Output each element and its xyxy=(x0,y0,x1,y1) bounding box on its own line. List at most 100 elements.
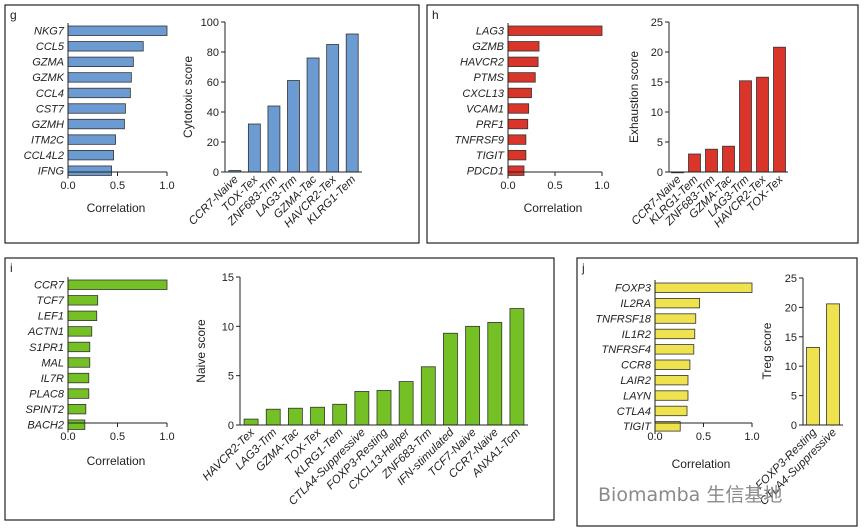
gene-label-g-ccl4: CCL4 xyxy=(36,88,64,100)
score-bar-i-gzma-tac xyxy=(287,407,303,426)
score-axis-title-i: Naive score xyxy=(194,319,208,383)
score-tick-label-j-1: 5 xyxy=(791,391,797,403)
panel-frame-g xyxy=(4,4,420,244)
gene-label-i-bach2: BACH2 xyxy=(27,420,64,432)
gene-label-h-havcr2: HAVCR2 xyxy=(460,57,504,69)
gene-label-h-pdcd1: PDCD1 xyxy=(467,166,504,178)
gene-label-j-il2ra: IL2RA xyxy=(620,298,651,310)
corr-bar-h-cxcl13 xyxy=(507,87,532,99)
panel-letter-j: j xyxy=(581,261,585,275)
corr-bar-j-il1r2 xyxy=(654,328,696,340)
gene-label-i-mal: MAL xyxy=(41,357,64,369)
corr-tick-label-h-2: 1.0 xyxy=(594,180,609,192)
score-tick-label-i-2: 10 xyxy=(222,321,234,333)
corr-axis-title-j: Correlation xyxy=(672,457,731,471)
corr-bar-j-tnfrsf18 xyxy=(654,313,697,324)
score-bar-i-tox-tex xyxy=(310,406,325,426)
gene-label-i-spint2: SPINT2 xyxy=(25,404,64,416)
score-tick-label-h-0: 0 xyxy=(657,167,663,179)
score-bar-h-lag3-trm xyxy=(739,80,752,173)
score-axis-title-h: Exhaustion score xyxy=(627,51,641,143)
corr-bar-j-il2ra xyxy=(654,297,701,309)
score-tick-label-g-2: 40 xyxy=(207,107,219,119)
score-tick-label-g-5: 100 xyxy=(201,17,219,29)
corr-bar-i-s1pr1 xyxy=(67,341,91,353)
score-bar-g-tox-tex xyxy=(247,123,261,173)
score-bar-i-tcf7-naive xyxy=(465,325,481,426)
score-bar-g-lag3-trm xyxy=(287,80,300,173)
gene-label-h-ptms: PTMS xyxy=(473,72,504,84)
corr-axis-title-i: Correlation xyxy=(87,454,146,468)
panel-i: i CCR7 TCF7 LEF1 ACTN1 S1PR1 MAL IL7R PLAC8 SPINT… xyxy=(4,257,555,521)
corr-bar-g-ccl4 xyxy=(67,87,131,99)
gene-label-h-vcam1: VCAM1 xyxy=(466,103,504,115)
corr-bar-g-cst7 xyxy=(67,103,126,114)
score-tick-label-i-3: 15 xyxy=(222,272,234,284)
gene-label-g-cst7: CST7 xyxy=(36,103,65,115)
corr-bar-i-il7r xyxy=(67,372,90,384)
corr-tick-label-j-1: 0.5 xyxy=(696,431,711,443)
score-axis-title-j: Treg score xyxy=(760,322,774,379)
gene-label-h-cxcl13: CXCL13 xyxy=(462,88,504,100)
corr-bar-h-pdcd1 xyxy=(507,165,525,176)
score-tick-label-j-5: 25 xyxy=(785,273,797,285)
corr-tick-label-h-0: 0.0 xyxy=(500,180,515,192)
score-tick-label-j-0: 0 xyxy=(791,420,797,432)
panel-frame-i xyxy=(4,257,555,521)
gene-label-h-tigit: TIGIT xyxy=(476,150,505,162)
corr-tick-label-i-2: 1.0 xyxy=(159,431,174,443)
score-bar-i-znf683-trm xyxy=(420,366,436,426)
score-tick-label-i-1: 5 xyxy=(228,371,234,383)
corr-bar-j-lair2 xyxy=(654,374,689,386)
panel-g: g NKG7 CCL5 GZMA GZMK CCL4 CST7 GZMH ITM2C CCL4L2… xyxy=(4,4,420,244)
gene-label-h-prf1: PRF1 xyxy=(476,119,504,131)
gene-label-i-il7r: IL7R xyxy=(41,373,64,385)
gene-label-g-ccl4l2: CCL4L2 xyxy=(24,150,64,162)
corr-bar-i-mal xyxy=(67,357,91,368)
score-bar-i-lag3-trm xyxy=(265,408,281,426)
score-bar-g-znf683-trm xyxy=(267,105,281,173)
gene-label-j-ctla4: CTLA4 xyxy=(617,406,651,418)
score-tick-label-h-1: 5 xyxy=(657,137,663,149)
gene-label-g-gzmk: GZMK xyxy=(32,72,64,84)
corr-axis-title-g: Correlation xyxy=(87,201,146,215)
corr-bar-i-ccr7 xyxy=(67,279,168,290)
score-bar-h-klrg1-tem xyxy=(688,153,701,173)
watermark: Biomamba 生信基地 xyxy=(598,484,783,506)
corr-bar-j-tnfrsf4 xyxy=(654,344,695,355)
score-tick-label-h-3: 15 xyxy=(651,77,663,89)
corr-bar-g-itm2c xyxy=(67,134,116,145)
corr-tick-label-h-1: 0.5 xyxy=(547,180,562,192)
corr-bar-j-foxp3 xyxy=(654,282,753,293)
score-bar-i-ctla4-suppressive xyxy=(354,391,370,426)
gene-label-j-layn: LAYN xyxy=(623,390,651,402)
panel-h: h LAG3 GZMB HAVCR2 PTMS CXCL13 VCAM1 PRF1 TNFRSF… xyxy=(426,4,859,244)
score-bar-i-ccr7-naive xyxy=(487,321,503,426)
score-bar-i-ifn-stimulated xyxy=(443,332,458,426)
corr-bar-i-lef1 xyxy=(67,310,98,322)
score-tick-label-j-3: 15 xyxy=(785,332,797,344)
score-bar-h-znf683-trm xyxy=(705,148,718,173)
score-tick-label-g-3: 60 xyxy=(207,77,219,89)
corr-bar-h-vcam1 xyxy=(507,103,530,114)
score-tick-label-i-0: 0 xyxy=(228,420,234,432)
gene-label-i-lef1: LEF1 xyxy=(38,311,64,323)
corr-bar-g-ifng xyxy=(67,165,112,176)
score-bar-g-havcr2-tex xyxy=(326,44,340,173)
gene-label-h-lag3: LAG3 xyxy=(476,26,505,38)
corr-tick-label-g-0: 0.0 xyxy=(60,180,75,192)
gene-label-g-gzma: GZMA xyxy=(32,57,64,69)
panel-frame-j xyxy=(576,257,858,527)
corr-bar-i-actn1 xyxy=(67,326,93,337)
corr-bar-i-tcf7 xyxy=(67,295,99,306)
corr-bar-g-ccl4l2 xyxy=(67,149,114,161)
score-bar-i-cxcl13-helper xyxy=(398,381,414,426)
score-tick-label-g-1: 20 xyxy=(207,137,219,149)
gene-label-j-lair2: LAIR2 xyxy=(620,375,651,387)
score-bar-i-havcr2-tex xyxy=(243,418,259,426)
corr-bar-j-layn xyxy=(654,390,689,401)
score-tick-label-h-2: 10 xyxy=(651,107,663,119)
score-axis-title-g: Cytotoxic score xyxy=(181,56,195,138)
corr-bar-h-gzmb xyxy=(507,41,540,52)
score-bar-h-gzma-tac xyxy=(722,145,735,173)
